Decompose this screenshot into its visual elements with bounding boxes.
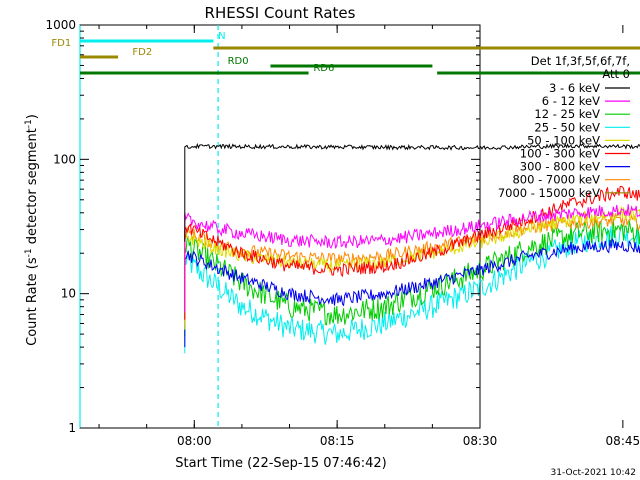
y-axis-label-sup2: -1 <box>24 119 34 128</box>
legend-label-4: 50 - 100 keV <box>527 133 600 147</box>
series-line-0 <box>184 142 640 242</box>
series-lines <box>184 142 640 354</box>
y-tick-label-0: 1 <box>68 421 76 435</box>
y-axis-label-end: ) <box>25 114 40 119</box>
legend-title-1: Det 1f,3f,5f,6f,7f, <box>531 54 630 68</box>
flag-n-label: N <box>218 31 225 42</box>
plot-area <box>79 24 481 429</box>
x-tick-label-0: 08:00 <box>177 434 212 448</box>
y-tick-label-1: 10 <box>61 287 76 301</box>
flag-fd2-label: FD2 <box>132 47 152 58</box>
x-tick-label-2: 08:30 <box>463 434 498 448</box>
y-axis-label: Count Rate (s-1 detector segment-1) <box>24 114 40 346</box>
legend-label-6: 300 - 800 keV <box>520 160 600 174</box>
y-axis-label-mid: detector segment <box>25 128 40 248</box>
series-line-6 <box>184 237 640 348</box>
y-tick-label-2: 100 <box>53 152 76 166</box>
flag-bars: N FD1 FD2 RD0 RD6 <box>51 31 640 75</box>
y-tick-label-3: 1000 <box>45 18 76 32</box>
y-axis-label-sup1: -1 <box>24 248 34 257</box>
x-tick-label-1: 08:15 <box>320 434 355 448</box>
series-line-1 <box>184 204 640 313</box>
legend-label-7: 800 - 7000 keV <box>512 173 600 187</box>
x-tick-label-3: 08:45 <box>606 434 640 448</box>
legend-label-8: 7000 - 15000 keV <box>498 186 600 200</box>
plot-frame <box>79 24 481 429</box>
flag-fd1-label: FD1 <box>51 38 71 49</box>
series-line-5 <box>184 186 640 320</box>
footer-timestamp: 31-Oct-2021 10:42 <box>551 468 636 478</box>
legend-label-1: 6 - 12 keV <box>542 94 600 108</box>
legend-label-3: 25 - 50 keV <box>534 120 600 134</box>
legend-label-5: 100 - 300 keV <box>520 147 600 161</box>
legend-label-0: 3 - 6 keV <box>549 81 600 95</box>
x-axis-label: Start Time (22-Sep-15 07:46:42) <box>175 456 386 471</box>
chart-title: RHESSI Count Rates <box>205 4 356 22</box>
series-line-3 <box>184 224 640 354</box>
series-line-4 <box>184 206 640 330</box>
flag-rd6-label: RD6 <box>313 63 334 74</box>
legend-label-2: 12 - 25 keV <box>534 107 600 121</box>
legend-title-2: Att 0 <box>602 67 630 81</box>
flag-rd0-label: RD0 <box>228 56 249 67</box>
y-axis-label-main: Count Rate (s <box>25 257 40 346</box>
series-line-2 <box>184 218 640 337</box>
